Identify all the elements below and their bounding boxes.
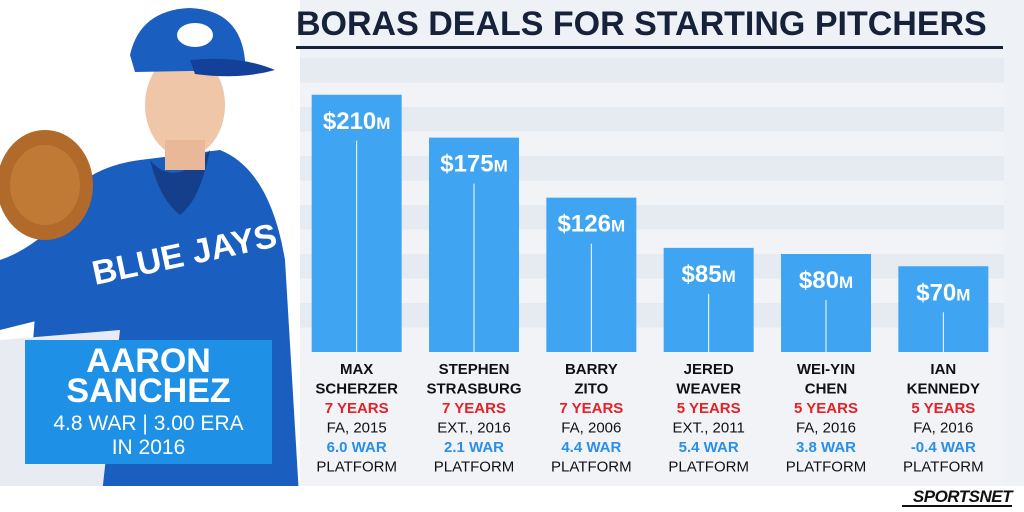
platform-war: -0.4 WAR: [911, 439, 976, 456]
contract-years: 7 YEARS: [325, 400, 389, 417]
logo-underline: [902, 505, 1012, 507]
contract-years: 5 YEARS: [677, 400, 741, 417]
contract-years: 5 YEARS: [794, 400, 858, 417]
grid-stripe: [300, 278, 1004, 303]
bar-value-label: $126M: [558, 211, 626, 238]
platform-war: 4.4 WAR: [561, 439, 621, 456]
platform-war: 6.0 WAR: [327, 439, 387, 456]
bar-value-label: $85M: [682, 261, 736, 288]
footer-bar: [0, 486, 1024, 512]
grid-stripe: [300, 82, 1004, 107]
platform-label: PLATFORM: [551, 459, 632, 476]
contract-years: 5 YEARS: [911, 400, 975, 417]
category-label-line1: JERED: [684, 361, 734, 378]
grid-stripe: [300, 131, 1004, 156]
grid-stripe: [300, 180, 1004, 205]
bar-value-label: $210M: [323, 108, 391, 135]
category-label-line2: CHEN: [805, 381, 848, 398]
contract-years: 7 YEARS: [559, 400, 623, 417]
platform-label: PLATFORM: [434, 459, 515, 476]
category-label-line1: MAX: [340, 361, 373, 378]
category-label-line2: KENNEDY: [907, 381, 980, 398]
grid-stripe: [300, 327, 1004, 352]
title-underline: [296, 46, 1003, 49]
deal-type-year: EXT., 2016: [437, 420, 510, 437]
platform-label: PLATFORM: [668, 459, 749, 476]
grid-stripe: [300, 107, 1004, 132]
player-name-box: AARON SANCHEZ 4.8 WAR | 3.00 ERA IN 2016: [25, 340, 272, 464]
platform-war: 3.8 WAR: [796, 439, 856, 456]
bar-chart: $210M MAX SCHERZER 7 YEARS FA, 2015 6.0 WAR PL…: [300, 58, 1004, 486]
platform-label: PLATFORM: [316, 459, 397, 476]
platform-label: PLATFORM: [903, 459, 984, 476]
category-label-line2: ZITO: [574, 381, 608, 398]
grid-stripe: [300, 58, 1004, 83]
grid-stripe: [300, 156, 1004, 181]
category-label-line1: BARRY: [565, 361, 618, 378]
platform-war: 2.1 WAR: [444, 439, 504, 456]
player-stats-year: IN 2016: [111, 436, 186, 459]
platform-label: PLATFORM: [786, 459, 867, 476]
deal-type-year: FA, 2016: [913, 420, 973, 437]
bar-value-label: $70M: [916, 279, 970, 306]
deal-type-year: FA, 2016: [796, 420, 856, 437]
category-label-line1: STEPHEN: [439, 361, 510, 378]
bar-value-label: $175M: [440, 151, 508, 178]
player-stats: 4.8 WAR | 3.00 ERA: [53, 412, 244, 435]
category-label-line2: SCHERZER: [315, 381, 398, 398]
category-label-line1: WEI-YIN: [797, 361, 855, 378]
deal-type-year: EXT., 2011: [673, 420, 745, 437]
grid-stripe: [300, 303, 1004, 328]
bar-value-label: $80M: [799, 267, 853, 294]
grid-stripe: [300, 229, 1004, 254]
category-label-line2: WEAVER: [676, 381, 741, 398]
player-last-name: SANCHEZ: [66, 372, 231, 410]
grid-stripe: [300, 254, 1004, 279]
deal-type-year: FA, 2006: [561, 420, 621, 437]
deal-type-year: FA, 2015: [327, 420, 387, 437]
player-first-name: AARON: [86, 342, 211, 380]
label-panel: [300, 352, 1004, 486]
sportsnet-logo: SPORTSNET: [912, 487, 1013, 506]
platform-war: 5.4 WAR: [679, 439, 739, 456]
category-label-line2: STRASBURG: [426, 381, 521, 398]
grid-stripe: [300, 205, 1004, 230]
category-label-line1: IAN: [930, 361, 956, 378]
chart-title: BORAS DEALS FOR STARTING PITCHERS: [296, 5, 987, 43]
contract-years: 7 YEARS: [442, 400, 506, 417]
